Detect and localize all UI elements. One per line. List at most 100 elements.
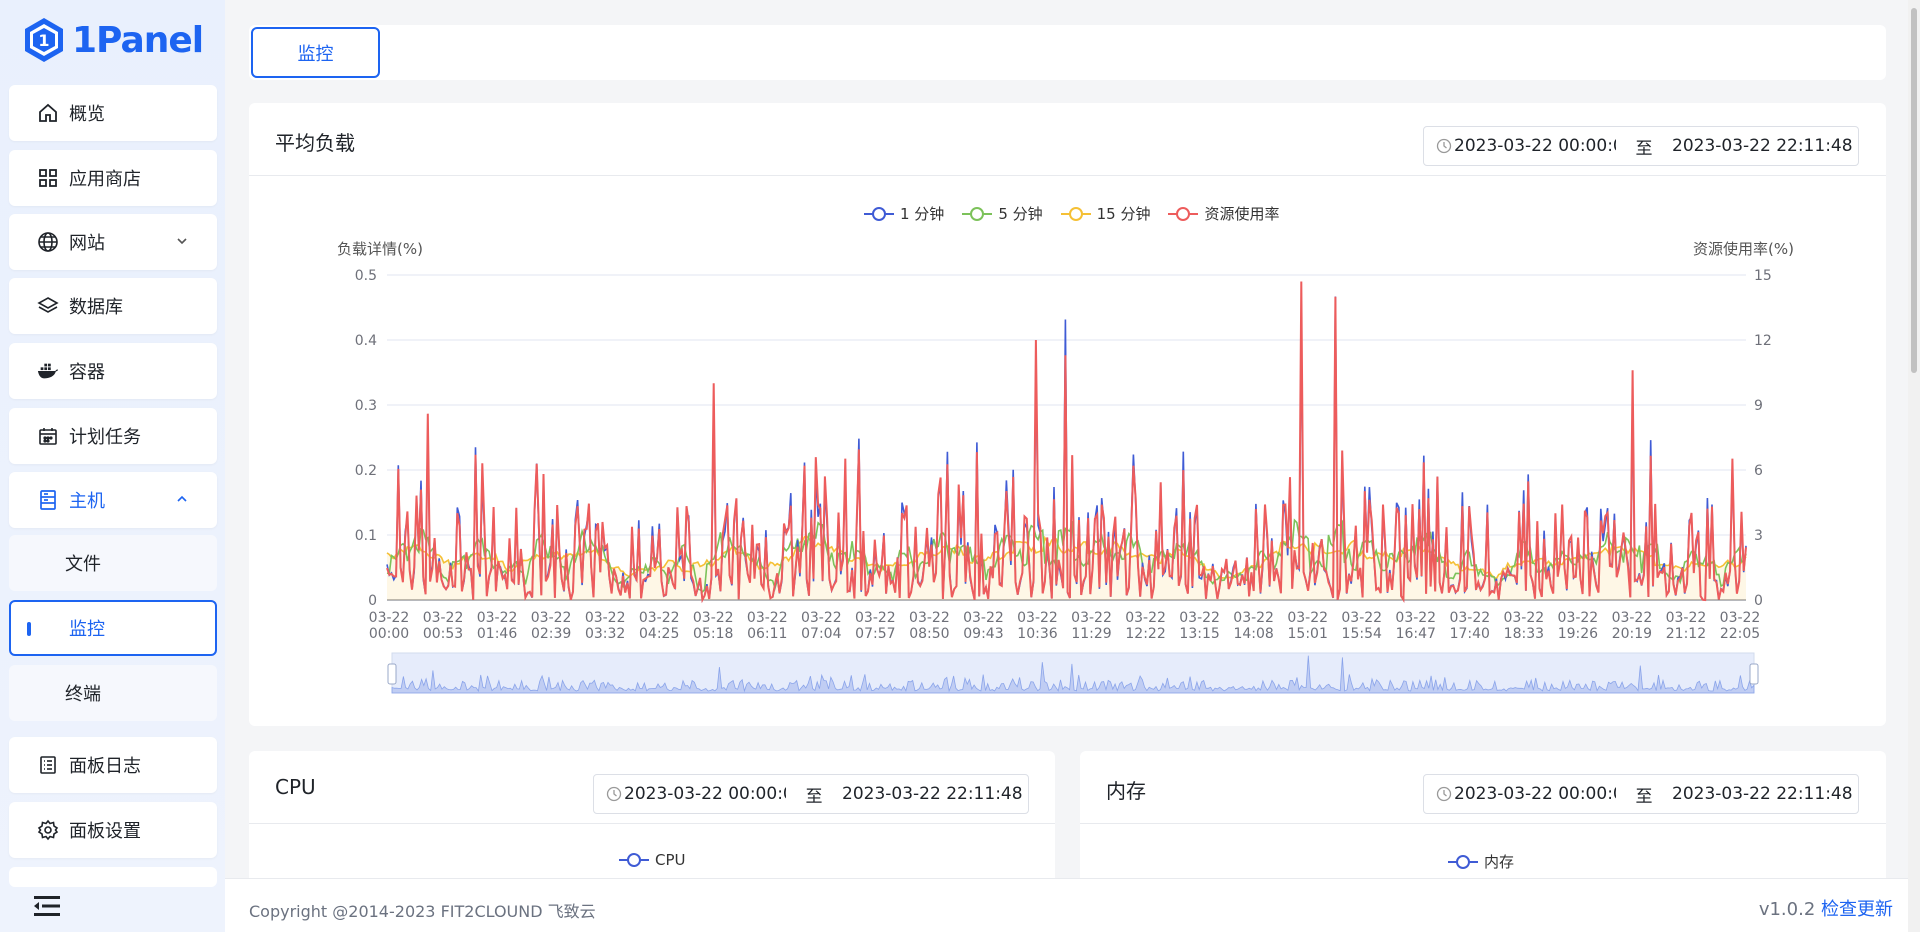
x-tick-label: 03-22 — [585, 610, 626, 626]
x-tick-label: 03-22 — [1503, 610, 1544, 626]
date-range-picker[interactable]: 2023-03-22 00:00:00 至 2023-03-22 22:11:4… — [593, 774, 1029, 814]
legend-label: 资源使用率 — [1204, 205, 1280, 223]
x-tick-label: 03-22 — [477, 610, 518, 626]
collapse-menu-icon[interactable] — [34, 895, 60, 917]
version-number: v1.0.2 — [1758, 899, 1816, 920]
x-tick-label: 03-22 — [1179, 610, 1220, 626]
date-range-picker[interactable]: 2023-03-22 00:00:00 至 2023-03-22 22:11:4… — [1423, 126, 1859, 166]
sidebar-subitem-label: 终端 — [65, 684, 101, 705]
x-tick-label: 03-22 — [1558, 610, 1599, 626]
legend-label: 15 分钟 — [1096, 205, 1151, 223]
x-tick-label: 03-22 — [1017, 610, 1058, 626]
x-tick-label: 03-22 — [1287, 610, 1328, 626]
x-tick-label: 04:25 — [639, 626, 679, 642]
clock-icon — [1436, 138, 1452, 154]
x-tick-label: 06:11 — [747, 626, 787, 642]
date-range-start[interactable]: 2023-03-22 00:00:00 — [1454, 784, 1616, 804]
scrollbar-thumb[interactable] — [1911, 8, 1917, 373]
legend-label: 内存 — [1484, 853, 1515, 871]
date-range-separator: 至 — [1635, 138, 1653, 159]
chart-legend: 内存 — [1448, 851, 1532, 872]
x-tick-label: 03-22 — [693, 610, 734, 626]
sidebar-subitem-files[interactable]: 文件 — [9, 535, 217, 591]
date-range-end[interactable]: 2023-03-22 22:11:48 — [1672, 136, 1853, 156]
sidebar-item-logs[interactable]: 面板日志 — [9, 737, 217, 793]
x-tick-label: 09:43 — [963, 626, 1003, 642]
sidebar-item-label: 容器 — [69, 362, 105, 383]
sidebar-item-label: 计划任务 — [69, 427, 141, 448]
sidebar-item-label: 面板设置 — [69, 821, 141, 842]
layers-icon — [37, 295, 59, 317]
load-average-card: 平均负载 2023-03-22 00:00:00 至 2023-03-22 22… — [249, 103, 1886, 726]
x-tick-label: 02:39 — [531, 626, 571, 642]
date-range-start[interactable]: 2023-03-22 00:00:00 — [1454, 136, 1616, 156]
sidebar-item-overview[interactable]: 概览 — [9, 85, 217, 141]
sidebar-subitem-label: 监控 — [69, 619, 105, 640]
logo-mark: 1 — [38, 31, 49, 50]
grid-icon — [37, 167, 59, 189]
sidebar-item-container[interactable]: 容器 — [9, 343, 217, 399]
sidebar-item-cronjob[interactable]: 计划任务 — [9, 408, 217, 464]
server-icon — [37, 489, 59, 511]
x-tick-label: 03-22 — [1341, 610, 1382, 626]
sidebar-subitem-terminal[interactable]: 终端 — [9, 665, 217, 721]
sidebar-item-database[interactable]: 数据库 — [9, 278, 217, 334]
sidebar-item-appstore[interactable]: 应用商店 — [9, 150, 217, 206]
x-tick-label: 03-22 — [1449, 610, 1490, 626]
legend-label: CPU — [655, 851, 686, 869]
x-tick-label: 07:04 — [801, 626, 841, 642]
chart-legend: 1 分钟 5 分钟 15 分钟 资源使用率 — [864, 203, 1298, 224]
date-range-end[interactable]: 2023-03-22 22:11:48 — [842, 784, 1023, 804]
sidebar-item-label: 概览 — [69, 104, 105, 125]
sidebar-item-settings[interactable]: 面板设置 — [9, 802, 217, 858]
tab-monitor[interactable]: 监控 — [251, 27, 380, 78]
date-range-end[interactable]: 2023-03-22 22:11:48 — [1672, 784, 1853, 804]
date-range-start[interactable]: 2023-03-22 00:00:00 — [624, 784, 786, 804]
x-tick-label: 15:01 — [1288, 626, 1328, 642]
legend-item-15min[interactable]: 15 分钟 — [1060, 203, 1151, 224]
legend-item-cpu[interactable]: CPU — [619, 851, 686, 869]
x-tick-label: 03-22 — [855, 610, 896, 626]
sidebar-item-website[interactable]: 网站 — [9, 214, 217, 270]
y-tick-label: 0.4 — [355, 333, 377, 349]
date-range-separator: 至 — [1635, 786, 1653, 807]
x-tick-label: 03-22 — [1720, 610, 1761, 626]
legend-item-usage[interactable]: 资源使用率 — [1168, 203, 1280, 224]
date-range-separator: 至 — [805, 786, 823, 807]
sidebar-subitem-monitor[interactable]: 监控 — [9, 600, 217, 656]
y2-axis-label: 资源使用率(%) — [1693, 240, 1794, 258]
y2-tick-label: 12 — [1754, 333, 1772, 349]
legend-marker — [1448, 854, 1478, 869]
docker-icon — [37, 360, 59, 382]
x-tick-label: 08:50 — [909, 626, 949, 642]
y2-tick-label: 15 — [1754, 268, 1772, 284]
legend-marker — [864, 206, 894, 221]
legend-item-5min[interactable]: 5 分钟 — [962, 203, 1043, 224]
data-zoom-handle-right[interactable] — [1749, 663, 1759, 685]
copyright-text: Copyright @2014-2023 FIT2CLOUND 飞致云 — [249, 902, 596, 921]
data-zoom-handle-left[interactable] — [387, 663, 397, 685]
x-tick-label: 03-22 — [1125, 610, 1166, 626]
sidebar-item-label: 数据库 — [69, 297, 123, 318]
y-axis-label: 负载详情(%) — [337, 240, 423, 258]
x-tick-label: 17:40 — [1450, 626, 1490, 642]
card-title: 平均负载 — [275, 131, 355, 155]
x-tick-label: 14:08 — [1233, 626, 1273, 642]
x-tick-label: 03-22 — [909, 610, 950, 626]
legend-item-memory[interactable]: 内存 — [1448, 851, 1514, 872]
logo-text: 1Panel — [72, 19, 204, 61]
x-tick-label: 11:29 — [1071, 626, 1111, 642]
x-tick-label: 03-22 — [1395, 610, 1436, 626]
date-range-picker[interactable]: 2023-03-22 00:00:00 至 2023-03-22 22:11:4… — [1423, 774, 1859, 814]
page-scrollbar[interactable] — [1908, 0, 1920, 932]
legend-item-1min[interactable]: 1 分钟 — [864, 203, 944, 224]
log-icon — [37, 754, 59, 776]
calendar-icon — [37, 425, 59, 447]
series-usage-line — [386, 281, 1747, 604]
check-update-link[interactable]: 检查更新 — [1821, 899, 1893, 920]
sidebar-item-label: 主机 — [69, 491, 105, 512]
y-tick-label: 0.2 — [355, 463, 377, 479]
sidebar-item-host[interactable]: 主机 — [9, 472, 217, 528]
sidebar-item-label: 应用商店 — [69, 169, 141, 190]
legend-marker — [619, 853, 649, 867]
